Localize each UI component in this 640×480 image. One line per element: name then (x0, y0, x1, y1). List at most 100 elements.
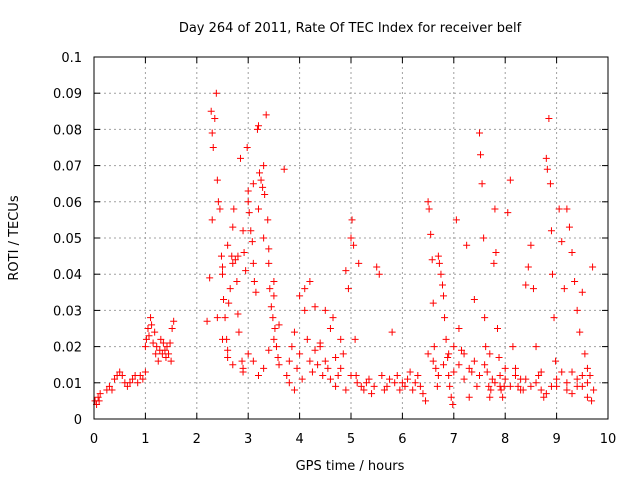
data-point (480, 234, 488, 242)
data-point (243, 144, 251, 151)
data-point (434, 252, 442, 260)
data-point (458, 346, 466, 354)
data-point (225, 299, 233, 307)
data-point (159, 339, 167, 347)
data-point (285, 357, 293, 365)
data-point (496, 382, 504, 390)
data-point (116, 368, 124, 376)
data-point (248, 238, 256, 246)
data-point (221, 314, 229, 322)
y-tick-label: 0.07 (53, 160, 82, 175)
data-point (296, 292, 304, 300)
data-point (213, 176, 221, 184)
data-point (440, 361, 448, 369)
data-point (581, 350, 589, 358)
data-point (535, 372, 543, 380)
data-point (460, 350, 468, 358)
y-tick-label: 0.09 (53, 87, 82, 102)
data-point (270, 335, 278, 343)
y-tick-label: 0.04 (53, 268, 82, 283)
data-point (444, 353, 452, 361)
plot-area (91, 89, 598, 409)
data-point (105, 382, 113, 390)
data-point (337, 364, 345, 372)
data-point (524, 263, 532, 271)
data-point (560, 285, 568, 293)
y-tick-label: 0.01 (53, 377, 82, 392)
data-point (362, 379, 370, 387)
data-point (288, 343, 296, 351)
data-point (552, 357, 560, 365)
data-point (424, 350, 432, 358)
data-point (235, 328, 243, 336)
data-point (378, 372, 386, 380)
data-point (578, 372, 586, 380)
data-point (149, 339, 157, 347)
data-point (283, 372, 291, 380)
x-tick-label: 5 (347, 432, 355, 447)
data-point (370, 382, 378, 390)
data-point (375, 270, 383, 278)
data-point (427, 230, 435, 238)
x-tick-label: 10 (600, 432, 617, 447)
data-point (167, 357, 175, 365)
data-point (151, 328, 159, 336)
data-point (157, 335, 165, 343)
data-point (398, 379, 406, 387)
data-point (308, 368, 316, 376)
grid (94, 57, 608, 419)
data-point (219, 263, 226, 271)
data-point (565, 223, 573, 231)
data-point (546, 180, 554, 188)
data-point (254, 122, 262, 130)
data-point (162, 353, 170, 361)
data-point (391, 379, 399, 387)
data-point (583, 393, 591, 401)
data-point (496, 372, 504, 380)
data-point (141, 343, 149, 351)
data-point (465, 364, 473, 372)
data-point (583, 379, 591, 387)
data-point (290, 328, 298, 336)
data-point (430, 343, 438, 351)
data-point (203, 317, 211, 325)
data-point (206, 274, 214, 282)
data-point (485, 382, 493, 390)
data-point (558, 238, 566, 246)
data-point (517, 386, 525, 394)
data-point (506, 382, 514, 390)
data-point (311, 303, 319, 311)
data-point (422, 397, 430, 405)
y-tick-label: 0.02 (53, 341, 82, 356)
x-tick-label: 7 (450, 432, 458, 447)
data-point (486, 393, 494, 401)
data-point (547, 382, 555, 390)
y-tick-label: 0.06 (53, 196, 82, 211)
data-point (487, 386, 495, 394)
data-point (478, 180, 486, 188)
data-point (445, 350, 453, 358)
data-point (433, 382, 441, 390)
data-point (449, 401, 457, 409)
data-point (249, 259, 257, 267)
data-point (129, 375, 137, 383)
data-point (424, 198, 432, 206)
data-point (428, 256, 436, 264)
y-tick-label: 0.03 (53, 304, 82, 319)
data-point (314, 361, 322, 369)
data-point (490, 259, 498, 267)
data-point (271, 325, 279, 332)
data-point (452, 216, 460, 224)
data-point (118, 372, 126, 380)
data-point (532, 379, 540, 387)
data-point (347, 372, 355, 380)
data-point (242, 267, 250, 275)
data-point (342, 386, 350, 394)
data-point (136, 372, 144, 380)
data-point (441, 314, 449, 322)
data-point (529, 285, 537, 293)
data-point (553, 375, 561, 383)
data-point (256, 169, 264, 177)
data-point (368, 390, 376, 398)
data-point (217, 252, 225, 260)
